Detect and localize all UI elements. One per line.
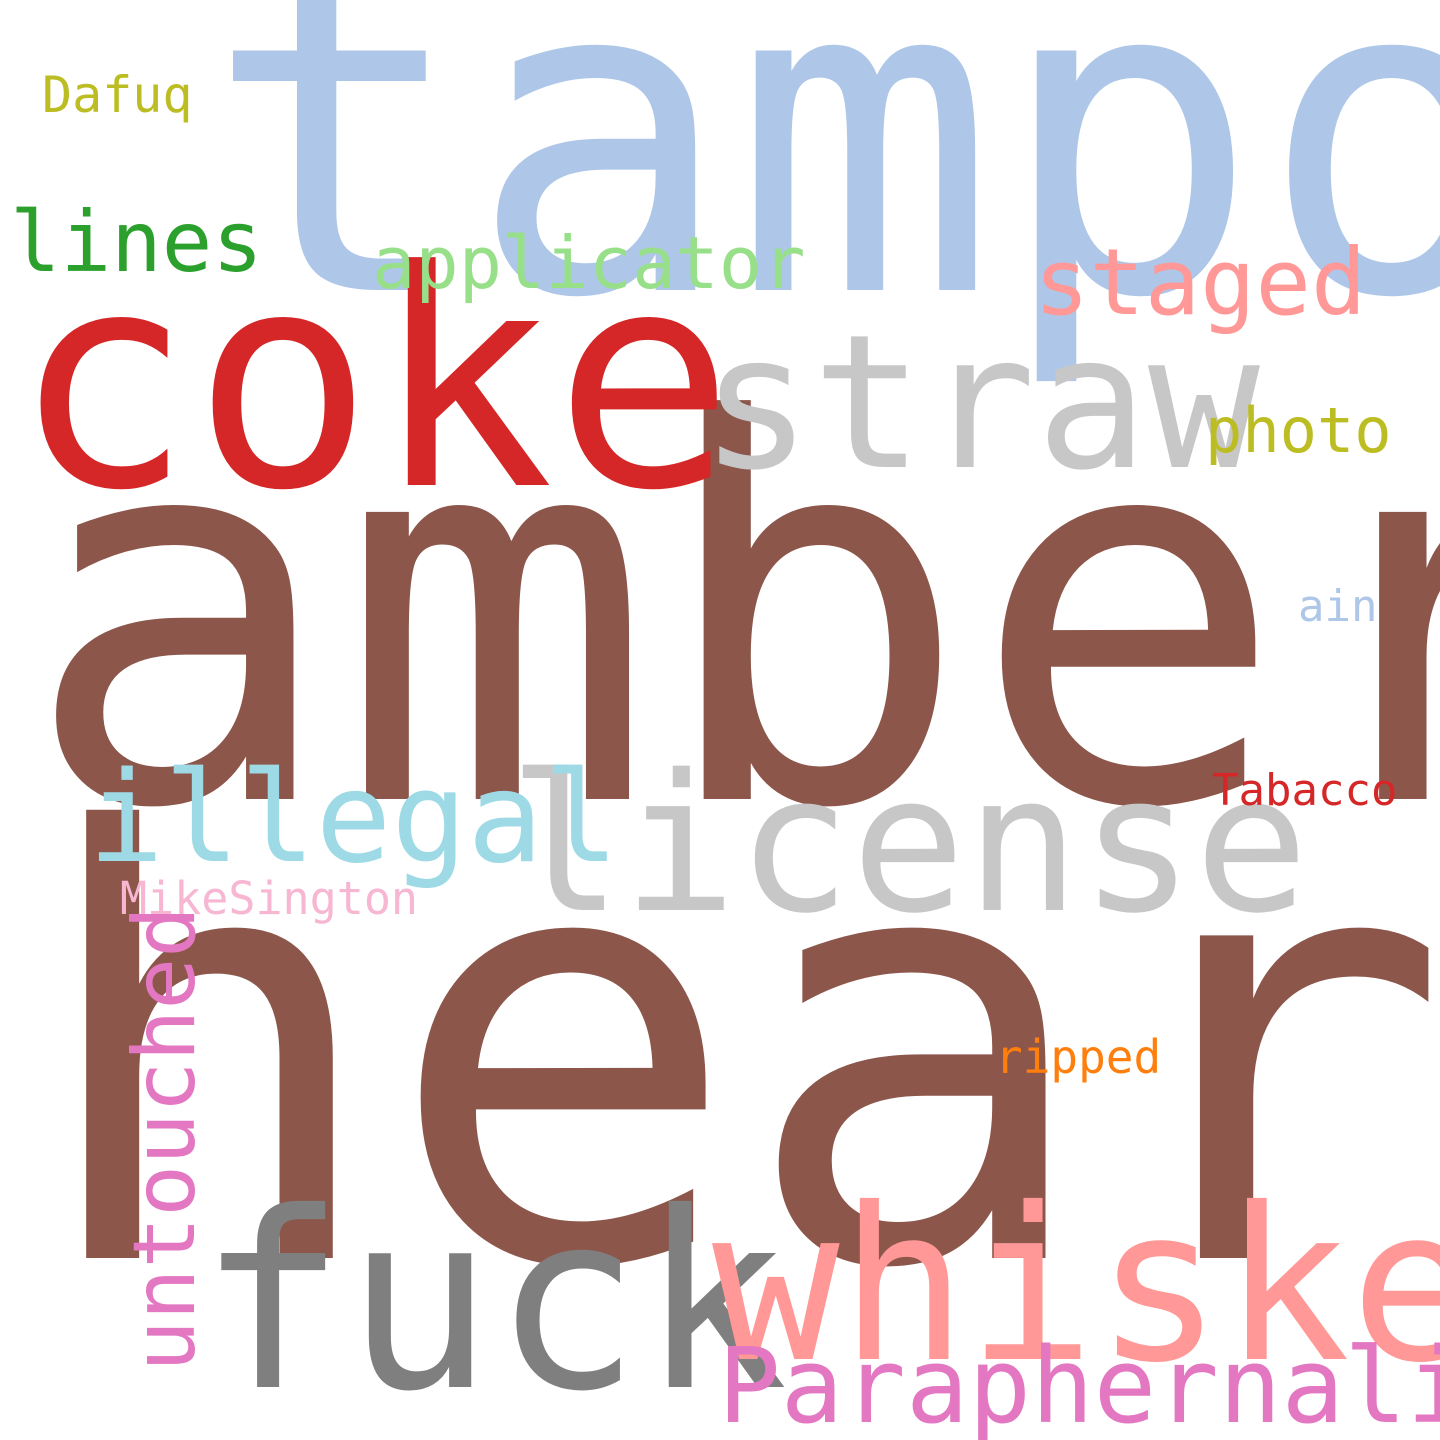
word-illegal: illegal: [88, 744, 620, 891]
word-fuck: fuck: [198, 1160, 789, 1440]
word-whiskey: whiskey: [712, 1162, 1440, 1409]
word-heard: heard: [30, 711, 1440, 1398]
word-ripped: ripped: [995, 1030, 1162, 1084]
word-straw: straw: [700, 294, 1260, 511]
word-untouched: untouched: [115, 906, 215, 1372]
word-dafuq: Dafuq: [42, 66, 193, 124]
word-mikesington: MikeSington: [120, 872, 419, 925]
word-tampon: tampon: [205, 0, 1440, 394]
word-applicator: applicator: [372, 221, 806, 305]
word-tabacco: Tabacco: [1212, 765, 1398, 816]
word-paraphernalia: Paraphernalia: [718, 1325, 1440, 1440]
word-photo: photo: [1205, 394, 1392, 467]
word-amber: amber: [22, 312, 1440, 923]
word-staged: staged: [1034, 229, 1367, 336]
word-lines: lines: [10, 193, 263, 291]
word-ain: ain: [1298, 581, 1378, 632]
word-license: license: [508, 734, 1309, 955]
word-coke: coke: [12, 207, 735, 556]
